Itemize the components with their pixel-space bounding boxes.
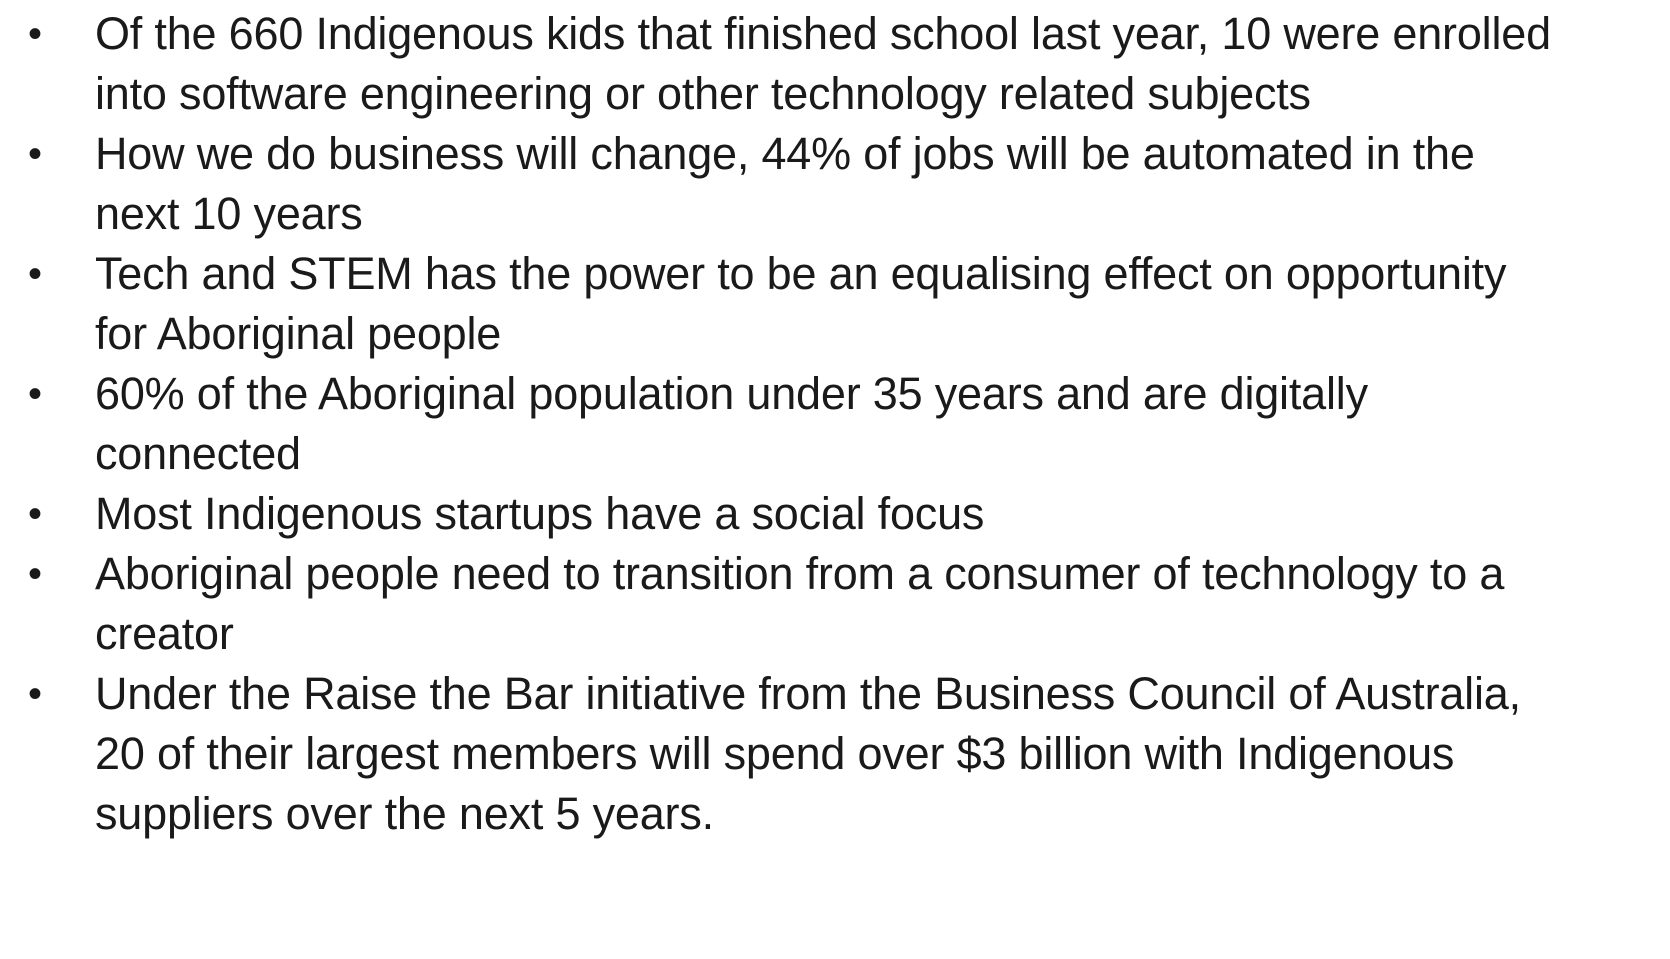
bullet-item: Most Indigenous startups have a social f… <box>0 484 1560 544</box>
bullet-list: Of the 660 Indigenous kids that finished… <box>0 0 1560 844</box>
bullet-item: Under the Raise the Bar initiative from … <box>0 664 1560 844</box>
bullet-item: Tech and STEM has the power to be an equ… <box>0 244 1560 364</box>
bullet-item: Of the 660 Indigenous kids that finished… <box>0 4 1560 124</box>
bullet-item: Aboriginal people need to transition fro… <box>0 544 1560 664</box>
bullet-item: 60% of the Aboriginal population under 3… <box>0 364 1560 484</box>
bullet-item: How we do business will change, 44% of j… <box>0 124 1560 244</box>
